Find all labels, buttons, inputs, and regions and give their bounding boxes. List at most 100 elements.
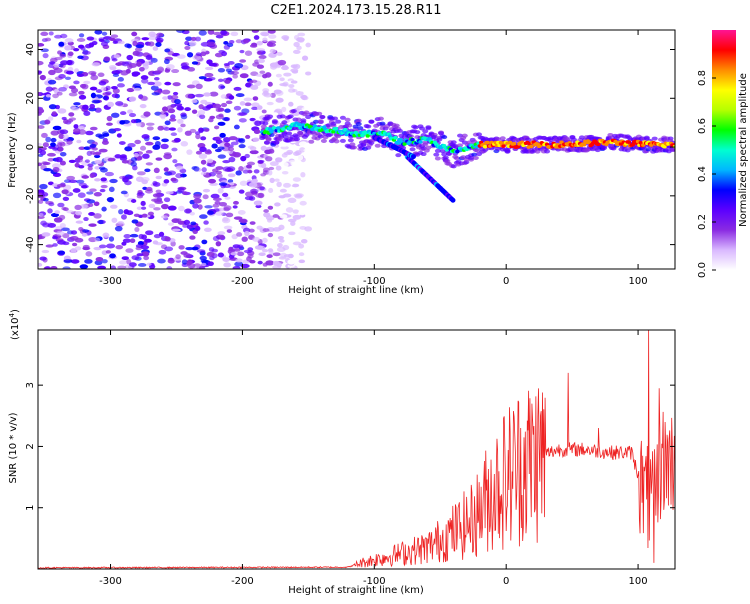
spectrogram-cell xyxy=(198,127,204,133)
spectrogram-cell xyxy=(121,241,127,246)
spectrogram-cell xyxy=(218,202,228,207)
spectrogram-cell xyxy=(368,119,375,124)
spectrogram-cell xyxy=(287,197,297,204)
spectrogram-cell xyxy=(225,100,233,105)
spectrogram-cell xyxy=(402,142,407,146)
spectrogram-cell xyxy=(409,147,416,152)
spectrogram-cell xyxy=(168,127,176,131)
spectrogram-cell xyxy=(235,39,243,44)
spectrogram-cell xyxy=(160,143,169,150)
spectrogram-cell xyxy=(395,153,402,158)
spectrogram-cell xyxy=(59,151,67,157)
spectrogram-cell xyxy=(68,179,78,184)
spectrogram-cell xyxy=(224,142,231,147)
spectrogram-cell xyxy=(89,173,95,179)
spectrogram-cell xyxy=(58,41,65,47)
spectrogram-cell xyxy=(78,44,85,49)
spectrogram-cell xyxy=(113,127,122,132)
spectrogram-cell xyxy=(42,53,49,59)
spectrogram-cell xyxy=(62,266,71,269)
spectrogram-cell xyxy=(95,133,103,138)
spectrogram-cell xyxy=(265,260,275,266)
spectrogram-cell xyxy=(365,145,372,150)
spectrogram-cell xyxy=(186,224,193,230)
spectrogram-cell xyxy=(439,149,446,154)
spectrogram-cell xyxy=(266,254,273,259)
spectrogram-cell xyxy=(278,224,285,231)
colorbar-gradient xyxy=(712,30,736,270)
spectrogram-cell xyxy=(217,78,224,83)
spectrogram-cell xyxy=(165,191,174,195)
spectrogram-cell xyxy=(54,210,61,215)
spectrogram-cell xyxy=(300,239,308,244)
spectrogram-cell xyxy=(111,93,119,98)
spectrogram-cell xyxy=(230,31,239,37)
spectrogram-cell xyxy=(267,169,273,176)
spectrogram-heat xyxy=(38,30,675,269)
spectrogram-cell xyxy=(232,74,238,79)
spectrogram-cell xyxy=(152,136,161,141)
spectrogram-cell xyxy=(320,138,327,143)
spectrogram-cell xyxy=(224,108,231,113)
spectrogram-cell xyxy=(189,211,195,216)
spectrogram-cell xyxy=(145,230,154,236)
spectrogram-cell xyxy=(248,228,255,233)
spectrogram-cell xyxy=(294,134,301,139)
spectrogram-cell xyxy=(269,130,274,134)
spectrogram-cell xyxy=(601,146,608,151)
spectrogram-cell xyxy=(112,73,120,78)
spectrogram-cell xyxy=(135,44,144,49)
spectrogram-cell xyxy=(134,139,142,145)
colorbar-tick-label: 0.2 xyxy=(697,214,708,230)
spectrogram-cell xyxy=(126,210,134,216)
spectrogram-cell xyxy=(144,168,151,173)
spectrogram-cell xyxy=(419,126,426,131)
spectrogram-cell xyxy=(220,30,228,36)
spectrogram-cell xyxy=(120,190,128,195)
spectrogram-cell xyxy=(58,86,67,92)
spectrogram-cell xyxy=(544,149,551,154)
spectrogram-cell xyxy=(215,114,224,120)
spectrogram-cell xyxy=(230,70,239,76)
spectrogram-cell xyxy=(258,55,267,60)
spectrogram-cell xyxy=(283,72,292,77)
spectrogram-cell xyxy=(344,117,351,122)
spectrogram-cell xyxy=(297,38,305,43)
spectrogram-cell xyxy=(129,262,137,267)
spectrogram-cell xyxy=(164,246,174,252)
spectrogram-cell xyxy=(305,115,312,120)
spectrogram-cell xyxy=(534,149,541,154)
spectrogram-cell xyxy=(272,260,280,266)
spectrogram-cell xyxy=(144,238,152,243)
spectrogram-cell xyxy=(215,166,224,170)
spectrogram-cell xyxy=(133,213,140,218)
spectrogram-cell xyxy=(292,177,302,182)
spectrogram-cell xyxy=(200,136,207,141)
spectrogram-cell xyxy=(220,94,227,99)
spectrogram-cell xyxy=(120,70,129,76)
spectrogram-cell xyxy=(141,37,150,41)
spectrogram-cell xyxy=(98,148,108,153)
spectrogram-cell xyxy=(286,40,293,46)
x-tick-label: 100 xyxy=(629,276,648,287)
spectrogram-cell xyxy=(244,50,253,56)
spectrogram-cell xyxy=(112,88,120,94)
spectrogram-cell xyxy=(140,200,146,207)
spectrogram-cell xyxy=(82,244,90,249)
spectrogram-cell xyxy=(74,204,82,211)
spectrogram-cell xyxy=(262,228,270,233)
spectrogram-cell xyxy=(145,150,153,154)
spectrogram-cell xyxy=(209,115,216,120)
spectrogram-cell xyxy=(393,135,398,140)
spectrogram-cell xyxy=(222,117,230,121)
spectrogram-cell xyxy=(434,148,441,153)
spectrogram-cell xyxy=(102,232,110,238)
spectrogram-cell xyxy=(177,127,183,133)
spectrogram-cell xyxy=(172,82,181,87)
spectrogram-cell xyxy=(217,121,226,126)
spectrogram-cell xyxy=(298,141,308,147)
spectrogram-cell xyxy=(126,87,135,93)
spectrogram-cell xyxy=(228,95,235,100)
spectrogram-cell xyxy=(233,124,240,130)
